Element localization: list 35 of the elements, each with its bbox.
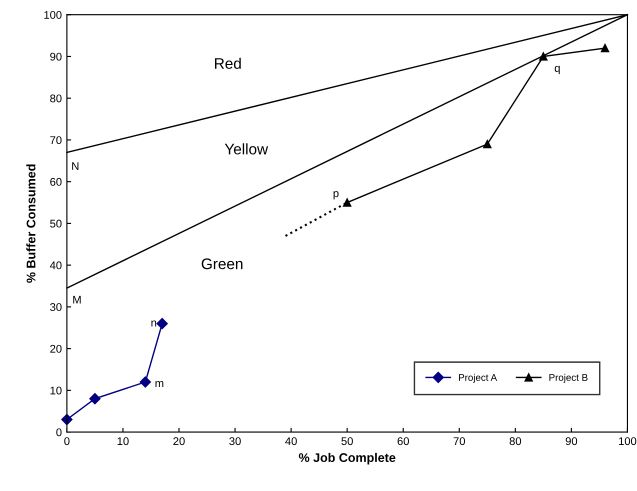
- annotation: Red: [215, 58, 241, 69]
- x-tick-label: 0: [64, 437, 70, 446]
- annotation: m: [155, 380, 164, 387]
- legend-label: Project A: [458, 374, 498, 383]
- x-tick-label: 30: [229, 437, 241, 446]
- y-tick-label: 70: [50, 136, 62, 144]
- annotation: Yellow: [224, 143, 268, 154]
- x-tick-label: 90: [566, 437, 578, 446]
- y-tick-label: 80: [50, 94, 62, 102]
- x-tick-label: 80: [510, 437, 522, 446]
- y-tick-label: 20: [50, 344, 62, 353]
- y-tick-label: 100: [44, 10, 62, 19]
- x-tick-label: 60: [398, 437, 409, 446]
- x-tick-label: 20: [173, 437, 185, 446]
- y-tick-label: 0: [56, 428, 62, 436]
- annotation: M: [73, 296, 81, 304]
- x-tick-label: 70: [454, 437, 466, 446]
- annotation: q: [554, 66, 560, 74]
- x-axis-title: % Job Complete: [298, 452, 396, 465]
- annotation: Green: [202, 258, 242, 270]
- y-axis-title: % Buffer Consumed: [26, 164, 36, 283]
- x-tick-label: 100: [619, 437, 636, 446]
- annotation: p: [334, 191, 339, 200]
- y-tick-label: 60: [50, 178, 62, 186]
- annotation: N: [72, 162, 78, 170]
- x-tick-label: 40: [285, 437, 297, 446]
- y-tick-label: 10: [50, 386, 62, 394]
- y-tick-label: 30: [50, 303, 62, 312]
- legend-label: Project B: [549, 374, 588, 383]
- annotation: n: [151, 320, 156, 326]
- y-tick-label: 90: [50, 52, 62, 61]
- x-tick-label: 10: [118, 437, 129, 446]
- x-tick-label: 50: [341, 437, 353, 446]
- y-tick-label: 50: [50, 220, 62, 228]
- y-tick-label: 40: [50, 261, 62, 270]
